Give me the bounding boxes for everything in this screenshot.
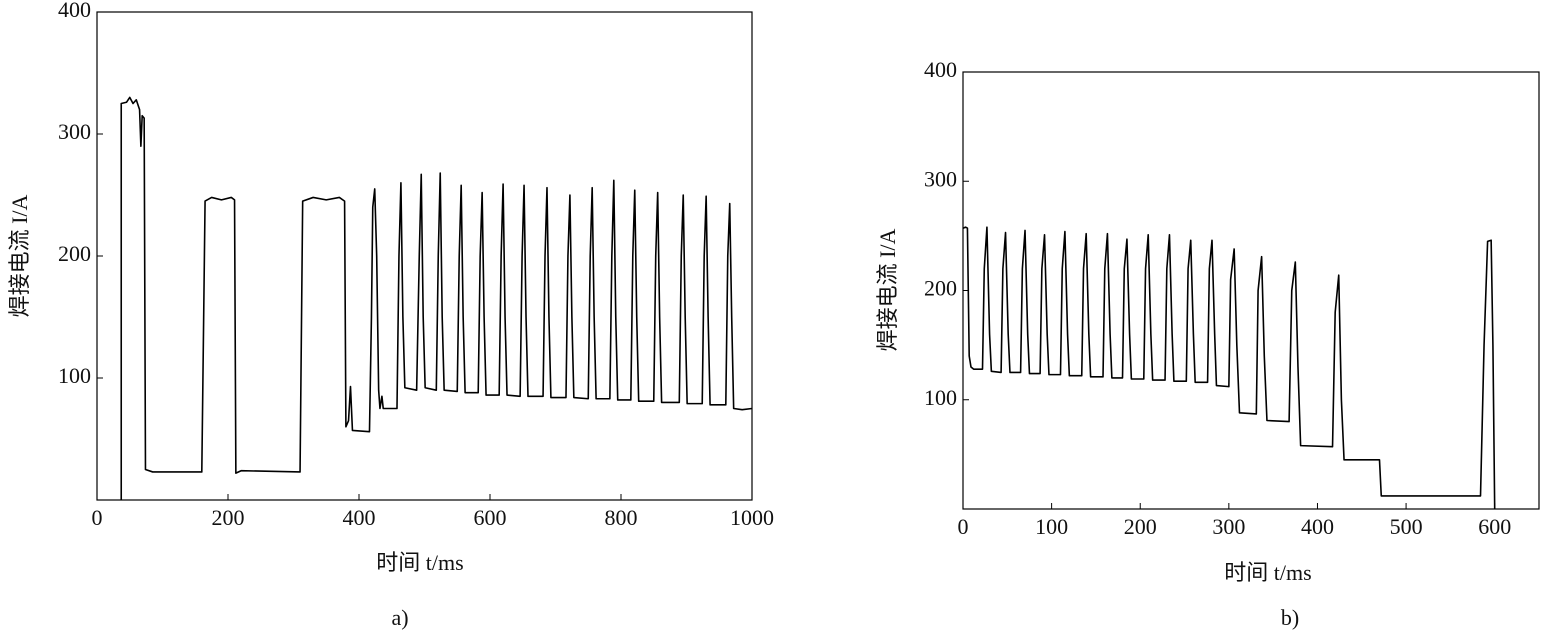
subfigure-caption: b) bbox=[1281, 605, 1299, 630]
y-tick-label: 300 bbox=[58, 119, 91, 144]
y-tick-label: 100 bbox=[924, 385, 957, 410]
x-axis-label: 时间 t/ms bbox=[1224, 560, 1311, 585]
y-axis-label: 焊接电流 I/A bbox=[875, 228, 900, 351]
plot-frame bbox=[962, 71, 1540, 510]
x-tick-label: 0 bbox=[958, 514, 969, 539]
y-tick-label: 200 bbox=[924, 276, 957, 301]
subfigure-caption: a) bbox=[391, 605, 408, 630]
x-tick-label: 800 bbox=[605, 505, 638, 530]
y-tick-label: 300 bbox=[924, 166, 957, 191]
data-line bbox=[120, 96, 753, 500]
x-tick-label: 500 bbox=[1390, 514, 1423, 539]
x-tick-label: 600 bbox=[1478, 514, 1511, 539]
x-tick-label: 200 bbox=[212, 505, 245, 530]
y-tick-label: 100 bbox=[58, 363, 91, 388]
x-tick-label: 400 bbox=[1301, 514, 1334, 539]
x-tick-label: 0 bbox=[92, 505, 103, 530]
y-tick-label: 400 bbox=[58, 0, 91, 22]
y-axis-label: 焊接电流 I/A bbox=[7, 194, 32, 317]
x-tick-label: 200 bbox=[1124, 514, 1157, 539]
x-tick-label: 600 bbox=[474, 505, 507, 530]
x-tick-label: 300 bbox=[1212, 514, 1245, 539]
x-tick-label: 100 bbox=[1035, 514, 1068, 539]
x-tick-label: 1000 bbox=[730, 505, 774, 530]
plot-frame bbox=[96, 11, 753, 501]
x-axis-label: 时间 t/ms bbox=[376, 550, 463, 575]
y-tick-label: 200 bbox=[58, 241, 91, 266]
y-tick-label: 400 bbox=[924, 57, 957, 82]
data-line bbox=[962, 226, 1496, 510]
x-tick-label: 400 bbox=[343, 505, 376, 530]
